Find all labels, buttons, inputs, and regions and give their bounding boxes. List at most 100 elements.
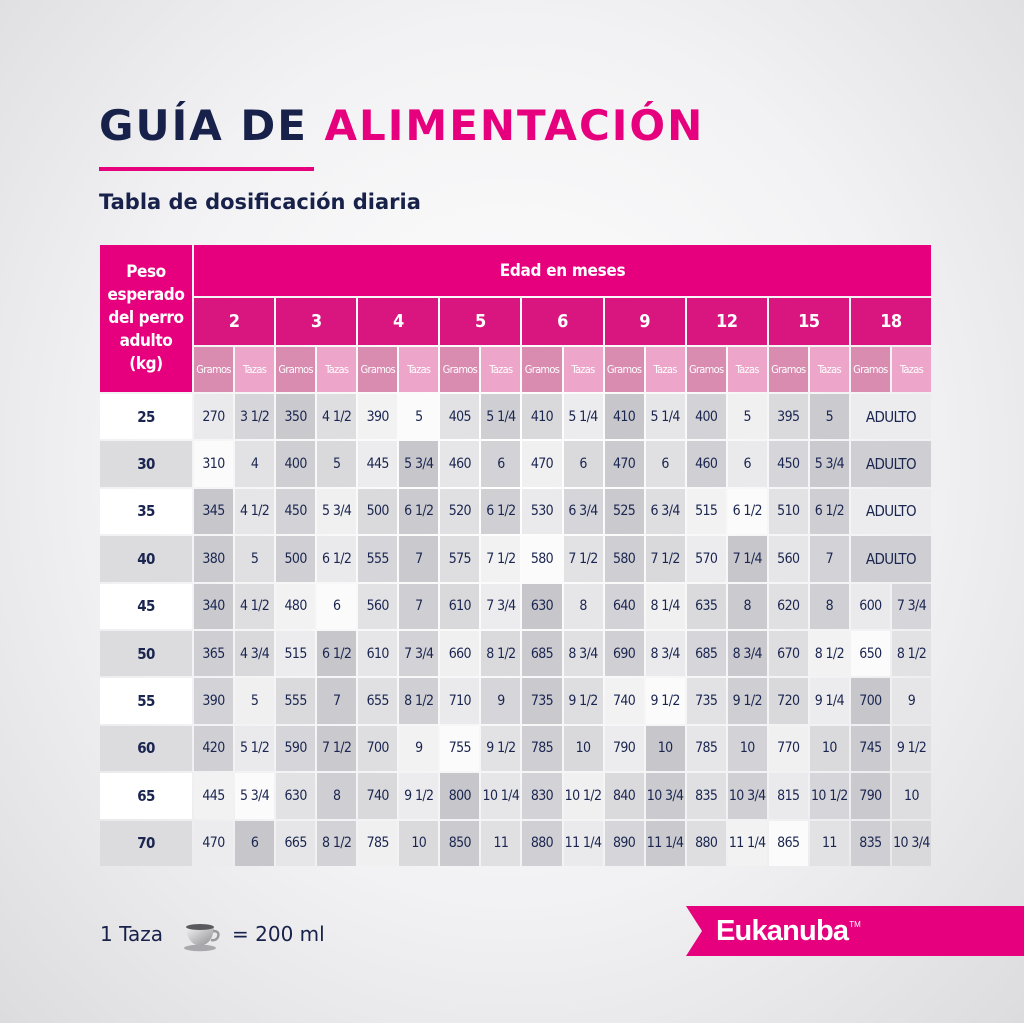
cups-cell: 10 3/4 — [645, 773, 685, 819]
grams-cell: 890 — [604, 820, 644, 866]
cups-cell: 10 — [891, 773, 931, 819]
grams-cell: 350 — [276, 394, 316, 440]
grams-cell: 785 — [358, 820, 398, 866]
grams-cell: 635 — [686, 583, 726, 629]
cups-cell: 8 1/2 — [809, 631, 849, 677]
grams-cell: 735 — [522, 678, 562, 724]
cups-cell: 10 — [809, 725, 849, 772]
cups-cell: 7 — [317, 678, 357, 724]
adult-cell: ADULTO — [850, 536, 931, 582]
grams-cell: 570 — [686, 536, 726, 582]
cups-cell: 8 3/4 — [645, 631, 685, 677]
grams-subheader: Gramos — [604, 347, 644, 392]
cups-cell: 11 1/4 — [645, 820, 685, 866]
cups-cell: 7 1/2 — [481, 536, 521, 582]
page-title: GUÍA DE ALIMENTACIÓN — [99, 96, 704, 156]
month-header: 18 — [850, 298, 931, 345]
grams-cell: 590 — [276, 725, 316, 772]
cups-cell: 5 1/4 — [481, 394, 521, 440]
grams-cell: 815 — [768, 773, 808, 819]
cups-subheader: Tazas — [645, 347, 685, 392]
month-header: 9 — [604, 298, 685, 345]
grams-cell: 770 — [768, 725, 808, 772]
weight-cell: 50 — [100, 631, 192, 677]
grams-subheader: Gramos — [440, 347, 480, 392]
cups-cell: 9 — [481, 678, 521, 724]
cups-subheader: Tazas — [317, 347, 357, 392]
cups-cell: 5 3/4 — [317, 488, 357, 535]
weight-cell: 45 — [100, 583, 192, 629]
grams-subheader: Gramos — [194, 347, 234, 392]
grams-cell: 785 — [686, 725, 726, 772]
grams-cell: 600 — [850, 583, 890, 629]
weight-cell: 30 — [100, 441, 192, 487]
grams-cell: 830 — [522, 773, 562, 819]
cups-cell: 9 1/2 — [563, 678, 603, 724]
grams-cell: 450 — [768, 441, 808, 487]
cups-cell: 6 — [481, 441, 521, 487]
cups-cell: 6 3/4 — [563, 488, 603, 535]
month-header: 6 — [522, 298, 603, 345]
grams-cell: 690 — [604, 631, 644, 677]
cups-cell: 5 — [809, 394, 849, 440]
cups-cell: 5 — [235, 678, 275, 724]
grams-cell: 410 — [604, 394, 644, 440]
grams-cell: 620 — [768, 583, 808, 629]
age-header: Edad en meses — [194, 245, 931, 296]
grams-cell: 365 — [194, 631, 234, 677]
cups-cell: 6 1/2 — [809, 488, 849, 535]
grams-cell: 530 — [522, 488, 562, 535]
grams-subheader: Gramos — [276, 347, 316, 392]
grams-cell: 555 — [358, 536, 398, 582]
grams-cell: 450 — [276, 488, 316, 535]
cups-cell: 5 — [317, 441, 357, 487]
adult-cell: ADULTO — [850, 488, 931, 535]
grams-cell: 575 — [440, 536, 480, 582]
cups-cell: 9 1/2 — [399, 773, 439, 819]
grams-cell: 460 — [686, 441, 726, 487]
grams-cell: 740 — [358, 773, 398, 819]
weight-cell: 35 — [100, 488, 192, 535]
cups-cell: 5 3/4 — [809, 441, 849, 487]
grams-cell: 790 — [604, 725, 644, 772]
cups-cell: 9 — [891, 678, 931, 724]
cups-cell: 9 1/2 — [891, 725, 931, 772]
month-header: 2 — [194, 298, 275, 345]
weight-cell: 55 — [100, 678, 192, 724]
grams-cell: 345 — [194, 488, 234, 535]
grams-cell: 340 — [194, 583, 234, 629]
grams-cell: 655 — [358, 678, 398, 724]
cups-cell: 8 3/4 — [727, 631, 767, 677]
grams-cell: 405 — [440, 394, 480, 440]
grams-cell: 610 — [440, 583, 480, 629]
grams-cell: 700 — [850, 678, 890, 724]
grams-subheader: Gramos — [358, 347, 398, 392]
cups-cell: 7 1/2 — [563, 536, 603, 582]
cups-subheader: Tazas — [481, 347, 521, 392]
cups-cell: 4 — [235, 441, 275, 487]
cups-cell: 10 — [399, 820, 439, 866]
grams-cell: 390 — [358, 394, 398, 440]
cups-cell: 8 1/4 — [645, 583, 685, 629]
cups-cell: 10 — [645, 725, 685, 772]
grams-cell: 785 — [522, 725, 562, 772]
grams-cell: 880 — [686, 820, 726, 866]
grams-cell: 515 — [276, 631, 316, 677]
grams-cell: 400 — [276, 441, 316, 487]
cups-cell: 7 — [809, 536, 849, 582]
grams-cell: 460 — [440, 441, 480, 487]
grams-cell: 670 — [768, 631, 808, 677]
cups-cell: 7 — [399, 536, 439, 582]
grams-cell: 470 — [194, 820, 234, 866]
grams-cell: 395 — [768, 394, 808, 440]
cups-cell: 8 3/4 — [563, 631, 603, 677]
cups-cell: 8 1/2 — [891, 631, 931, 677]
grams-cell: 445 — [358, 441, 398, 487]
grams-cell: 800 — [440, 773, 480, 819]
cups-subheader: Tazas — [563, 347, 603, 392]
grams-cell: 700 — [358, 725, 398, 772]
cups-cell: 8 1/2 — [481, 631, 521, 677]
coffee-cup-icon — [184, 924, 220, 952]
grams-cell: 865 — [768, 820, 808, 866]
grams-cell: 390 — [194, 678, 234, 724]
